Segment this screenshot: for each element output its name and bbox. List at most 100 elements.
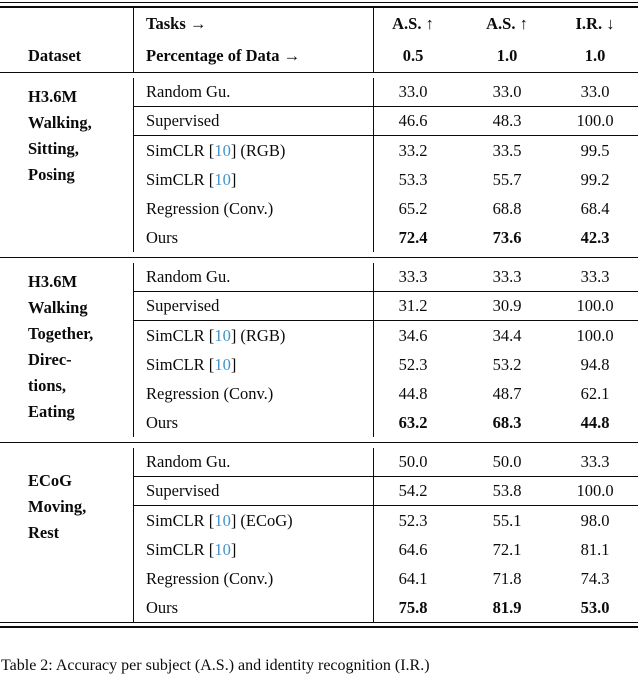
method-label: SimCLR [10] (RGB)	[133, 321, 373, 350]
value-cell: 33.3	[562, 263, 628, 292]
row-filler	[628, 350, 638, 379]
percentage-value-header: 0.5	[373, 40, 452, 72]
method-text: ] (ECoG)	[230, 510, 293, 530]
row-filler	[628, 593, 638, 622]
method-text: ] (RGB)	[230, 325, 286, 345]
value-cell: 81.1	[580, 539, 610, 559]
header-filler	[628, 40, 638, 72]
method-text: Regression (Conv.)	[146, 198, 274, 218]
method-label: SimCLR [10] (RGB)	[133, 136, 373, 165]
row-filler	[628, 321, 638, 350]
method-label: Random Gu.	[133, 263, 373, 292]
citation-link[interactable]: 10	[214, 140, 231, 160]
row-filler	[628, 136, 638, 165]
row-filler	[628, 379, 638, 408]
citation-link[interactable]: 10	[214, 325, 231, 345]
dataset-label-line: Rest	[28, 523, 60, 542]
value-cell: 75.8	[373, 593, 452, 622]
method-text: Regression (Conv.)	[146, 383, 274, 403]
value-cell: 98.0	[580, 510, 610, 530]
method-text: SimCLR [	[146, 539, 215, 559]
value-cell: 65.2	[373, 194, 452, 223]
table-section: H3.6M Walking, Sitting, Posing Random Gu. 33.…	[0, 78, 638, 252]
value-cell: 100.0	[562, 477, 628, 506]
row-filler	[628, 292, 638, 321]
value-cell: 99.2	[580, 169, 610, 189]
dataset-label-line: H3.6M	[28, 272, 78, 291]
citation-link[interactable]: 10	[214, 539, 231, 559]
value-cell: 99.5	[580, 140, 610, 160]
metric-header: A.S. ↑	[486, 14, 528, 33]
method-text: Supervised	[146, 481, 220, 500]
dataset-label-line: Moving,	[28, 497, 87, 516]
dataset-label: H3.6M Walking, Sitting, Posing	[0, 78, 133, 252]
value-cell: 52.3	[373, 506, 452, 535]
row-filler	[628, 263, 638, 292]
row-filler	[628, 477, 638, 506]
method-text: Regression (Conv.)	[146, 568, 274, 588]
value-cell: 50.0	[452, 448, 562, 477]
method-label: Supervised	[133, 477, 373, 506]
dataset-label-line: tions,	[28, 376, 67, 395]
row-filler	[628, 448, 638, 477]
method-text: ]	[230, 354, 237, 374]
method-text: Random Gu.	[146, 82, 231, 101]
row-filler	[628, 408, 638, 437]
value-cell: 55.7	[492, 169, 522, 189]
method-text: SimCLR [	[146, 510, 215, 530]
value-cell: 62.1	[580, 383, 610, 403]
value-cell: 33.3	[373, 263, 452, 292]
value-cell: 52.3	[373, 350, 452, 379]
value-cell: 33.0	[562, 78, 628, 107]
dataset-label-line: Walking	[28, 298, 88, 317]
metric-header: A.S. ↑	[373, 8, 452, 40]
method-label: Random Gu.	[133, 78, 373, 107]
method-label: SimCLR [10]	[133, 165, 373, 194]
row-filler	[628, 506, 638, 535]
value-cell: 33.0	[452, 78, 562, 107]
citation-link[interactable]: 10	[214, 354, 231, 374]
value-cell: 34.6	[373, 321, 452, 350]
method-text: Supervised	[146, 296, 220, 315]
value-cell: 53.0	[580, 597, 610, 617]
tasks-header: Tasks →	[133, 8, 373, 40]
method-label: Supervised	[133, 292, 373, 321]
value-cell: 68.8	[492, 198, 522, 218]
value-cell: 68.4	[580, 198, 610, 218]
row-filler	[628, 194, 638, 223]
value-cell: 100.0	[562, 107, 628, 136]
value-cell: 30.9	[452, 292, 562, 321]
percentage-value-header: 1.0	[496, 46, 518, 65]
method-text: Ours	[146, 412, 179, 432]
method-label: Ours	[133, 408, 373, 437]
dataset-label-line: Walking,	[28, 113, 92, 132]
row-filler	[628, 165, 638, 194]
value-cell: 63.2	[373, 408, 452, 437]
value-cell: 46.6	[373, 107, 452, 136]
value-cell: 33.2	[373, 136, 452, 165]
dataset-header: Dataset	[28, 46, 82, 65]
value-cell: 44.8	[373, 379, 452, 408]
row-filler	[628, 223, 638, 252]
value-cell: 53.8	[452, 477, 562, 506]
dataset-label-line: Sitting,	[28, 139, 79, 158]
percentage-value-header: 1.0	[584, 46, 606, 65]
value-cell: 53.2	[492, 354, 522, 374]
method-text: SimCLR [	[146, 140, 215, 160]
dataset-label-line: ECoG	[28, 471, 73, 490]
value-cell: 33.3	[452, 263, 562, 292]
method-text: ] (RGB)	[230, 140, 286, 160]
method-label: Ours	[133, 593, 373, 622]
value-cell: 64.1	[373, 564, 452, 593]
dataset-label-line: H3.6M	[28, 87, 78, 106]
citation-link[interactable]: 10	[214, 169, 231, 189]
table-header: Tasks → A.S. ↑ A.S. ↑ I.R. ↓ Dataset Per…	[0, 8, 638, 73]
value-cell: 81.9	[492, 597, 522, 617]
table-caption: Table 2: Accuracy per subject (A.S.) and…	[1, 657, 430, 674]
method-text: Random Gu.	[146, 267, 231, 286]
citation-link[interactable]: 10	[214, 510, 231, 530]
method-label: SimCLR [10] (ECoG)	[133, 506, 373, 535]
method-label: Regression (Conv.)	[133, 564, 373, 593]
value-cell: 33.3	[562, 448, 628, 477]
dataset-label-line: Posing	[28, 165, 75, 184]
